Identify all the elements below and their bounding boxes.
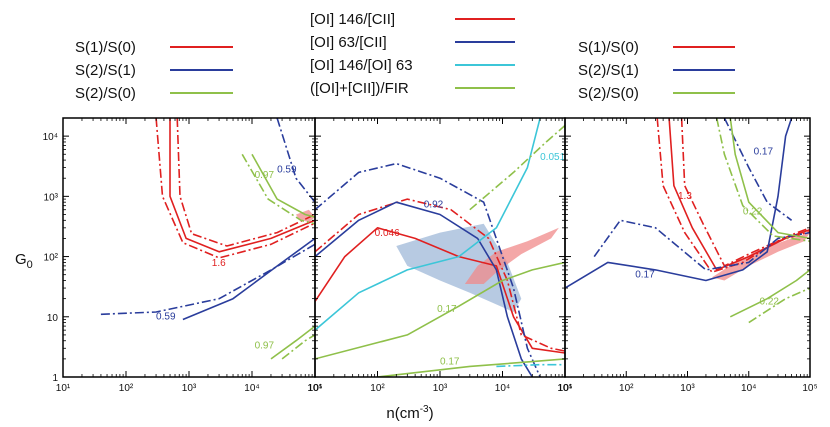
series-line [377, 358, 565, 377]
series-line [315, 118, 541, 331]
series-line [251, 153, 315, 218]
contour-label: 0.046 [375, 228, 400, 239]
shaded-region [464, 227, 559, 284]
contour-label: 0.97 [255, 340, 275, 351]
x-axis-label-sup: -3 [420, 404, 429, 415]
y-tick-label: 10 [47, 313, 59, 324]
series-line [496, 363, 565, 368]
legend-label: ([OI]+[CII])/FIR [310, 80, 409, 97]
panel-right: 1.3 0.17 0.17 0.22 0.22 10¹ 10² 10³ 10⁴ 10⁵ [558, 117, 818, 394]
plot-area: 1.60.590.590.970.97 [100, 118, 315, 360]
contour-label: 1.3 [678, 191, 692, 202]
legend-1: S(1)/S(0) S(2)/S(1) S(2)/S(0) [75, 39, 233, 102]
x-tick-label: 10⁵ [802, 383, 817, 394]
plot-area: 0.046 0.92 0.17 0.17 0.051 [315, 118, 565, 377]
series-line [723, 118, 793, 221]
contour-label: 0.22 [760, 296, 780, 307]
y-tick-label: 1 [52, 373, 58, 384]
series-line [469, 124, 565, 211]
legend-label: S(1)/S(0) [75, 39, 136, 56]
panel-frame [62, 117, 316, 378]
x-tick-label: 10¹ [308, 383, 323, 394]
x-tick-label: 10³ [182, 383, 197, 394]
plot-area: 1.3 0.17 0.17 0.22 0.22 [565, 118, 810, 324]
series-line [748, 287, 810, 324]
series-line [100, 243, 315, 316]
legends: S(1)/S(0) S(2)/S(1) S(2)/S(0) [OI] 146/[CII… [75, 11, 735, 102]
y-axis-label: G0 [15, 251, 33, 271]
contour-label: 0.17 [754, 146, 774, 157]
legend-label: S(2)/S(1) [578, 62, 639, 79]
legend-label: S(2)/S(1) [75, 62, 136, 79]
series-line [182, 237, 315, 321]
contour-label: 0.59 [156, 312, 176, 323]
x-tick-label: 10⁴ [244, 383, 259, 394]
y-tick-label: 10³ [44, 192, 59, 203]
series-line [315, 162, 541, 377]
contour-label: 0.17 [440, 357, 460, 368]
legend-3: S(1)/S(0) S(2)/S(1) S(2)/S(0) [578, 39, 735, 102]
series-line [169, 118, 315, 253]
x-tick-label: 10⁴ [495, 383, 510, 394]
x-tick-label: 10¹ [558, 383, 573, 394]
series-line [565, 118, 793, 289]
x-tick-label: 10² [619, 383, 634, 394]
contour-label: 0.051 [540, 152, 565, 163]
series-line [315, 261, 565, 360]
panel-middle: 0.046 0.92 0.17 0.17 0.051 10¹ 10² 10³ 10⁴ 10⁵ [308, 117, 573, 394]
x-axis-label-close: ) [429, 405, 434, 422]
shaded-region [396, 223, 522, 312]
contour-label: 0.97 [255, 170, 275, 181]
legend-label: [OI] 146/[CII] [310, 11, 395, 28]
x-tick-label: 10¹ [56, 383, 71, 394]
series-line [315, 201, 533, 377]
x-tick-label: 10³ [433, 383, 448, 394]
contour-label: 0.59 [277, 164, 297, 175]
legend-label: [OI] 63/[CII] [310, 34, 387, 51]
y-tick-label: 10² [44, 253, 59, 264]
contour-label: 0.22 [743, 206, 763, 217]
legend-label: S(2)/S(0) [578, 85, 639, 102]
contour-label: 0.17 [635, 269, 655, 280]
series-line [276, 118, 315, 203]
x-tick-label: 10⁵ [557, 383, 572, 394]
series-line [315, 198, 565, 352]
legend-label: [OI] 146/[OI] 63 [310, 57, 413, 74]
series-line [155, 118, 315, 259]
legend-2: [OI] 146/[CII] [OI] 63/[CII] [OI] 146/[OI]… [310, 11, 515, 97]
series-line [593, 219, 810, 271]
y-axis-label-sub: 0 [27, 259, 33, 271]
series-line [729, 269, 810, 318]
series-line [176, 118, 315, 247]
x-tick-label: 10³ [680, 383, 695, 394]
contour-label: 1.6 [212, 258, 226, 269]
series-line [241, 153, 315, 225]
y-tick-label: 10⁴ [43, 132, 58, 143]
legend-label: S(1)/S(0) [578, 39, 639, 56]
series-line [270, 325, 315, 360]
contour-label: 0.92 [424, 200, 444, 211]
x-tick-label: 10² [370, 383, 385, 394]
x-axis-label: n(cm-3) [386, 404, 433, 422]
x-tick-label: 10² [119, 383, 134, 394]
x-tick-label: 10⁵ [307, 383, 322, 394]
series-line [729, 118, 810, 240]
contour-label: 0.17 [437, 304, 457, 315]
legend-label: S(2)/S(0) [75, 85, 136, 102]
x-tick-label: 10⁴ [741, 383, 756, 394]
series-line [715, 118, 810, 242]
series-line [281, 334, 315, 360]
